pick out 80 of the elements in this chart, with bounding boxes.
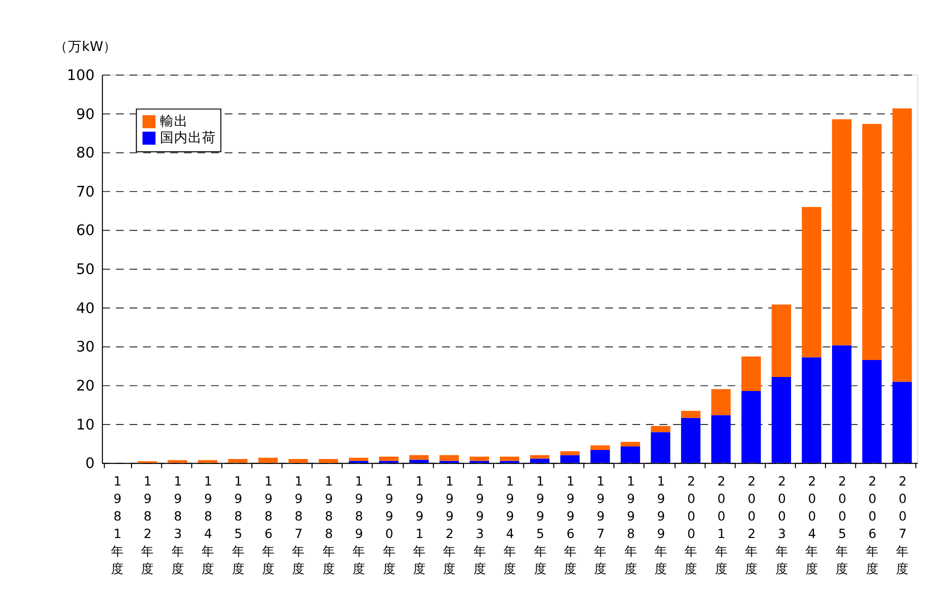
x-tick-label: 1987年度 [292,474,306,576]
x-tick-label: 2006年度 [866,474,879,576]
bar [409,460,429,463]
bar [650,426,670,432]
bar [379,456,398,461]
x-tick-label: 2001年度 [714,474,728,576]
bar [620,446,640,463]
legend-label: 国内出荷 [160,130,216,146]
bar [802,357,822,463]
bar [892,108,912,382]
x-tick-label: 1999年度 [654,474,668,576]
bar [258,458,278,463]
bar [288,458,308,463]
bar [802,207,822,358]
x-tick-label: 1986年度 [262,474,275,576]
x-tick-label: 2000年度 [684,474,698,576]
bar [228,458,248,463]
bar [530,455,550,459]
y-tick-label: 20 [76,378,95,395]
y-tick-label: 80 [76,144,95,162]
x-tick-label: 1989年度 [352,474,366,576]
bar [741,356,761,392]
y-tick-label: 90 [76,106,95,123]
x-tick-label: 1981年度 [111,474,124,576]
y-tick-label: 70 [76,183,95,200]
bar [409,455,429,460]
bar [681,418,700,463]
legend-label: 輸出 [160,114,188,130]
bar [590,450,610,463]
x-tick-label: 1985年度 [232,474,245,576]
bar [862,360,882,463]
x-tick-label: 2003年度 [775,474,788,576]
x-tick-label: 1990年度 [382,474,396,576]
bar [500,456,520,461]
y-tick-label: 10 [76,416,95,434]
x-tick-label: 2004年度 [806,474,819,576]
y-axis-title: （万kW） [54,38,118,55]
bar [348,458,368,461]
y-tick-label: 100 [66,66,95,84]
bar [832,119,852,346]
bar [470,456,490,461]
x-tick-label: 1997年度 [594,474,608,576]
bar [560,451,580,456]
x-tick-label: 1998年度 [624,474,638,576]
bar [772,304,792,378]
bar [318,458,338,463]
x-tick-label: 1984年度 [202,474,215,576]
x-tick-label: 1991年度 [412,474,426,576]
y-tick-label: 0 [85,455,95,472]
x-tick-label: 1995年度 [534,474,547,576]
bar [832,345,852,463]
x-tick-label: 1992年度 [443,474,456,576]
bar [741,391,761,463]
bar [711,389,731,416]
bar [168,460,188,463]
x-tick-label: 2005年度 [836,474,849,576]
bar [530,458,550,463]
y-tick-label: 40 [76,300,95,317]
bar [711,415,731,463]
x-tick-label: 1982年度 [141,474,154,576]
x-tick-label: 1994年度 [504,474,517,576]
bar [650,432,670,463]
y-tick-label: 50 [76,261,95,278]
bar [892,382,912,463]
y-tick-label: 30 [76,338,95,356]
x-tick-label: 2007年度 [896,474,910,576]
bar [560,455,580,463]
x-tick-label: 1983年度 [171,474,184,576]
y-tick-label: 60 [76,222,95,240]
x-tick-label: 1988年度 [322,474,336,576]
x-tick-label: 1996年度 [564,474,577,576]
bar [862,124,882,360]
bar [772,377,792,463]
x-tick-label: 1993年度 [473,474,486,576]
bar [439,455,459,461]
bar [681,410,700,418]
bar [620,442,640,447]
bar [590,445,610,450]
x-tick-label: 2002年度 [745,474,758,576]
bar [198,460,218,463]
